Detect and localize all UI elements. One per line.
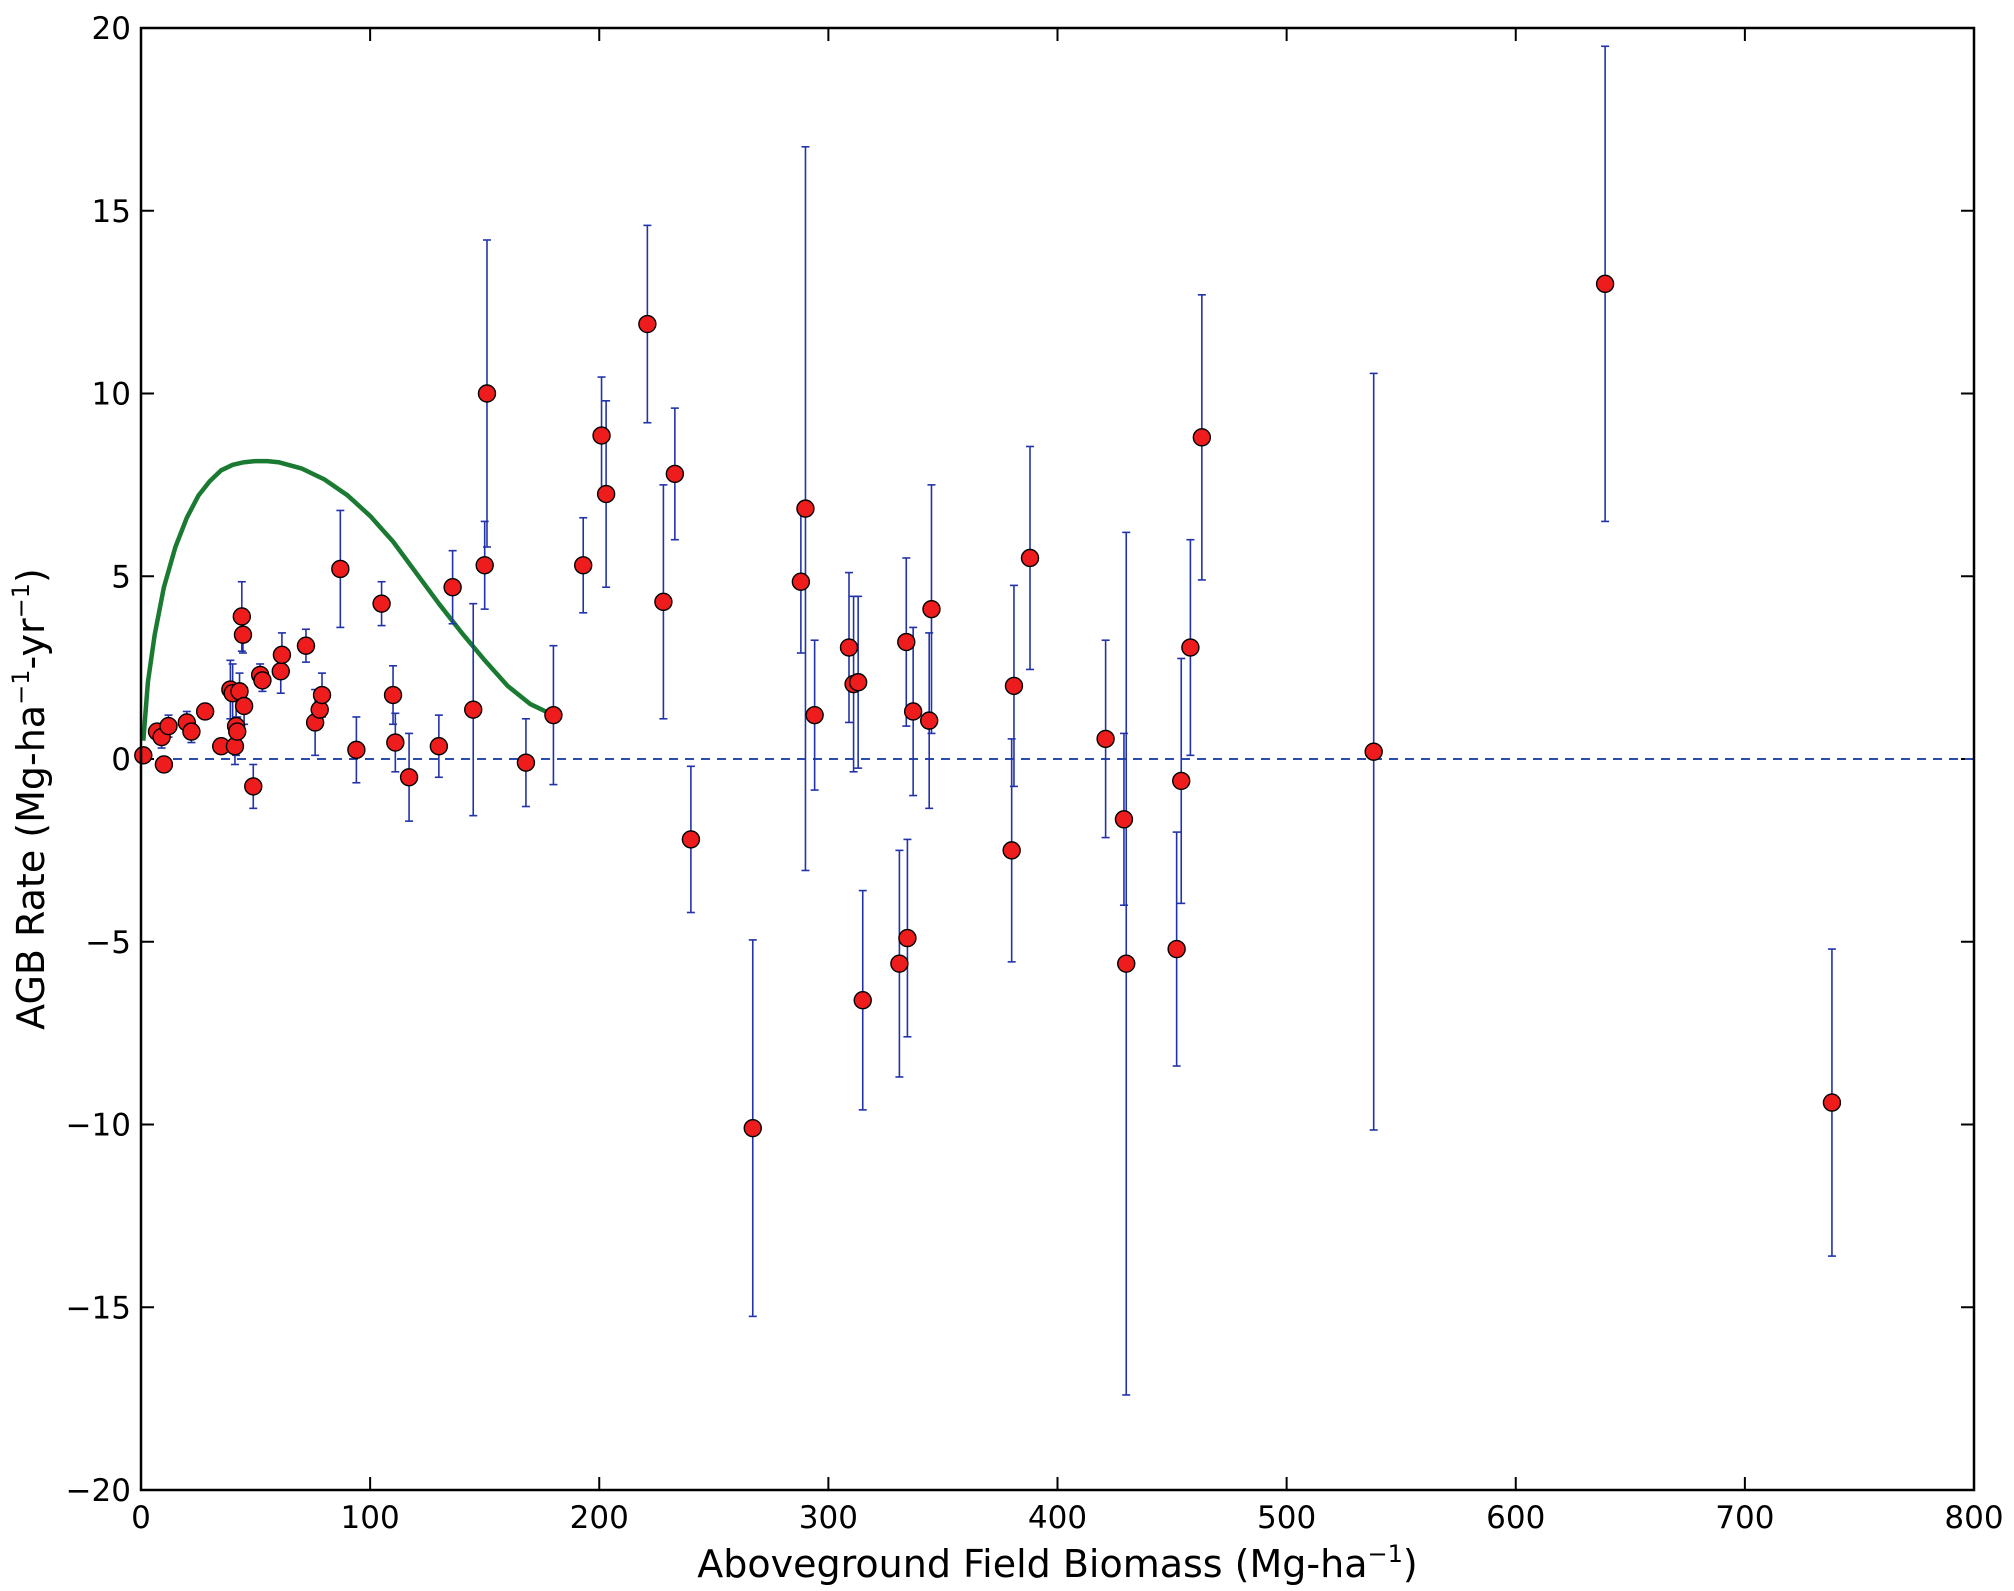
plot-frame — [139, 26, 1976, 1492]
x-tick-label: 100 — [341, 1500, 400, 1536]
data-point — [1114, 810, 1134, 829]
data-point — [477, 384, 497, 403]
x-tick-label: 500 — [1257, 1500, 1316, 1536]
data-point — [244, 777, 263, 796]
x-tick-label: 800 — [1944, 1500, 2003, 1536]
fitted-curve-layer — [141, 458, 555, 741]
data-point — [271, 662, 290, 681]
data-point — [544, 705, 563, 725]
data-point — [475, 556, 494, 575]
data-point — [383, 685, 403, 705]
data-point — [154, 755, 174, 774]
data-point — [796, 499, 815, 518]
data-point — [233, 625, 253, 644]
data-point — [743, 1118, 762, 1138]
data-point — [638, 314, 657, 334]
data-point — [1002, 841, 1021, 860]
data-point — [922, 599, 941, 619]
data-point — [232, 607, 252, 626]
data-point — [253, 671, 272, 690]
data-point — [1020, 548, 1040, 568]
fitted-curve — [141, 458, 555, 741]
data-point — [897, 632, 916, 652]
y-tick-label: 10 — [92, 377, 131, 413]
data-point — [903, 702, 923, 721]
data-point — [347, 740, 366, 760]
x-axis-title: Aboveground Field Biomass (Mg-ha−1) — [697, 1540, 1417, 1586]
data-point — [331, 559, 350, 579]
data-point — [464, 700, 483, 719]
data-point — [1117, 954, 1136, 973]
data-point — [1181, 638, 1200, 657]
error-bars-layer — [153, 45, 1836, 1396]
data-point — [805, 705, 824, 725]
data-point — [443, 578, 462, 597]
data-point — [839, 638, 859, 657]
data-point — [272, 645, 292, 665]
data-point — [386, 733, 405, 752]
data-point — [1595, 274, 1615, 294]
data-point — [1192, 428, 1212, 447]
y-tick-label: −10 — [66, 1108, 131, 1144]
y-tick-label: 5 — [111, 559, 131, 595]
data-point — [1172, 771, 1191, 791]
data-point — [516, 753, 536, 772]
data-point — [681, 830, 701, 849]
data-point — [919, 711, 939, 730]
x-tick-label: 600 — [1486, 1500, 1545, 1536]
data-point — [574, 556, 593, 575]
y-tick-label: −20 — [66, 1473, 131, 1509]
x-tick-label: 400 — [1028, 1500, 1087, 1536]
points-layer — [134, 274, 1842, 1138]
data-point — [898, 928, 917, 948]
x-tick-label: 200 — [570, 1500, 629, 1536]
data-point — [1096, 729, 1115, 749]
data-point — [1822, 1093, 1842, 1112]
x-tick-label: 0 — [131, 1500, 151, 1536]
tick-labels-layer: 0 100 200 300 400 500 600 700 800 −20 −15 −10 −5 0 5 10… — [66, 11, 2004, 1536]
data-point — [592, 426, 611, 445]
x-tick-label: 700 — [1715, 1500, 1774, 1536]
data-point — [234, 696, 254, 716]
y-tick-label: 20 — [92, 11, 131, 47]
y-tick-label: 0 — [111, 742, 131, 778]
data-point — [665, 464, 685, 484]
data-point — [134, 746, 153, 765]
y-tick-label: −5 — [85, 925, 131, 961]
data-point — [372, 594, 391, 613]
data-point — [296, 636, 316, 655]
data-point — [654, 592, 673, 612]
data-point — [312, 685, 332, 705]
data-point — [791, 572, 811, 591]
data-point — [890, 954, 909, 973]
data-point — [1004, 676, 1024, 696]
data-point — [853, 991, 872, 1010]
data-point — [1364, 742, 1383, 761]
data-point — [228, 722, 247, 741]
data-point — [399, 768, 419, 787]
data-point — [195, 702, 215, 721]
data-point — [596, 484, 616, 504]
data-point — [182, 722, 201, 741]
x-tick-label: 300 — [799, 1500, 858, 1536]
data-point — [848, 673, 868, 692]
y-tick-label: −15 — [66, 1290, 131, 1326]
y-tick-label: 15 — [92, 194, 131, 230]
data-point — [1167, 939, 1186, 959]
data-point — [429, 737, 449, 756]
data-point — [159, 716, 178, 736]
y-axis-title: AGB Rate (Mg-ha−1-yr−1) — [7, 568, 53, 1030]
